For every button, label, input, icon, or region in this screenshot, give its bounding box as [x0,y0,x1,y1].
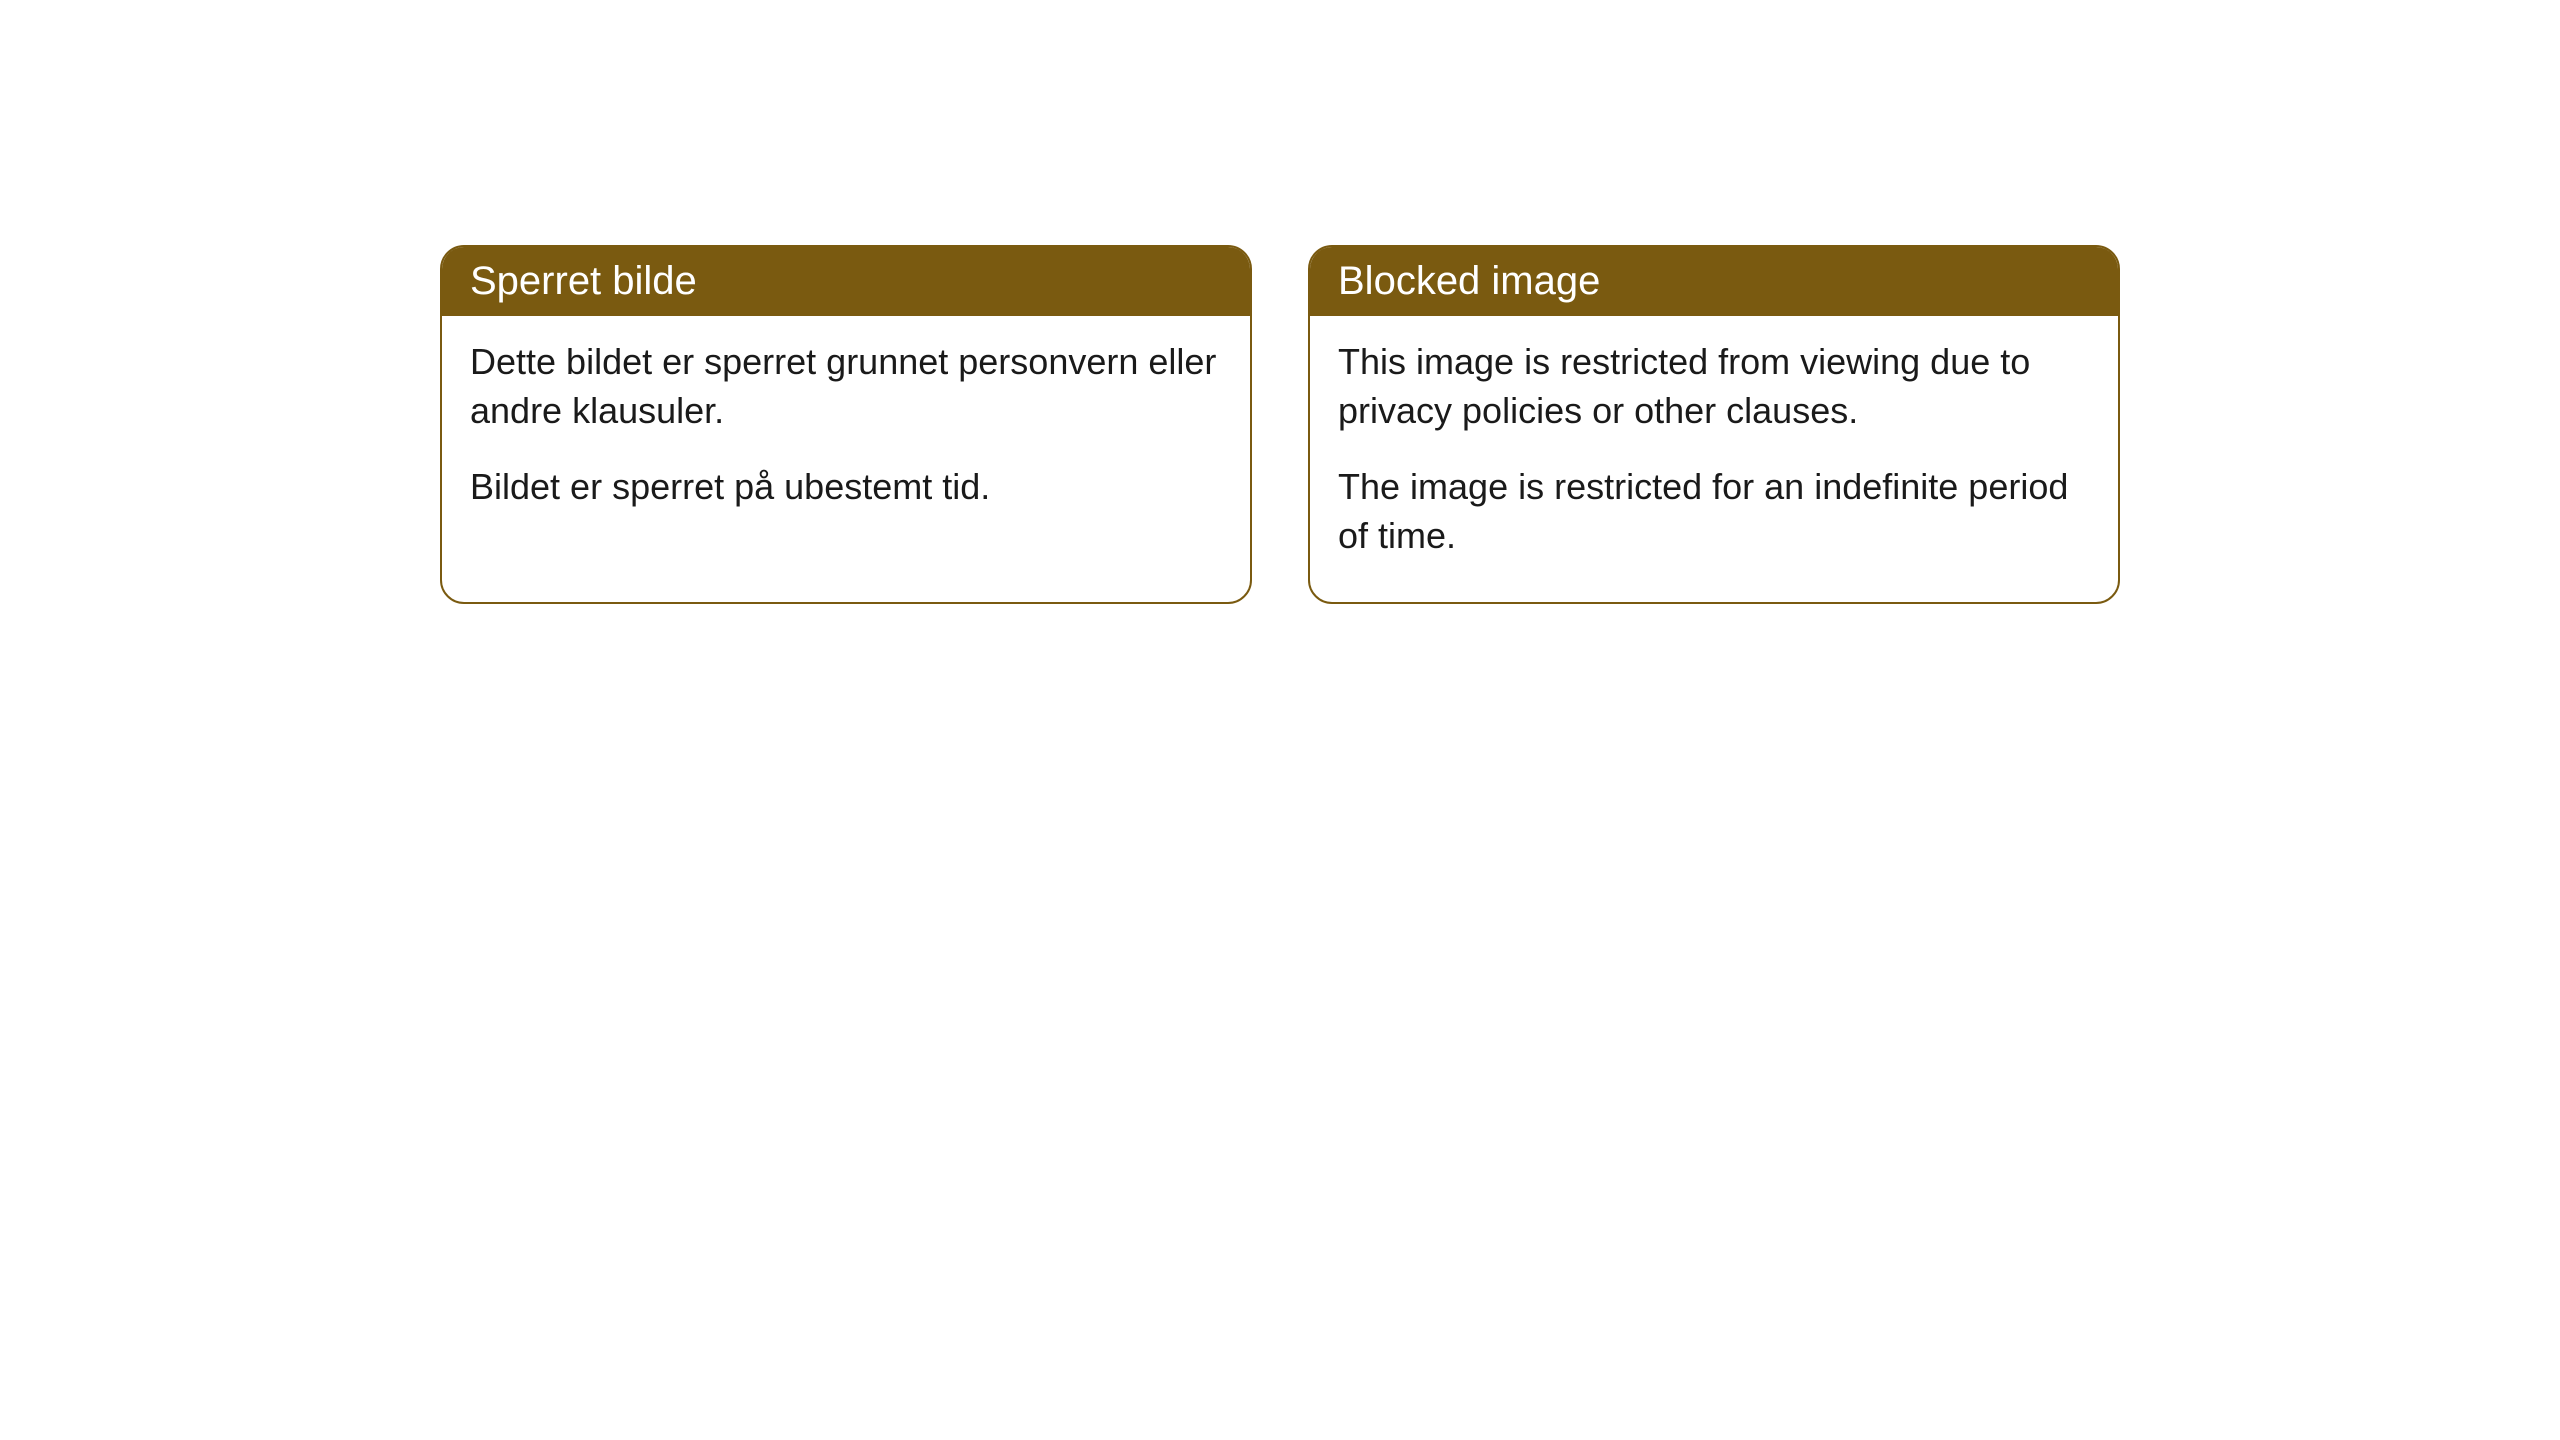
card-body-english: This image is restricted from viewing du… [1310,316,2118,602]
blocked-image-card-norwegian: Sperret bilde Dette bildet er sperret gr… [440,245,1252,604]
card-paragraph-2: The image is restricted for an indefinit… [1338,463,2090,560]
card-title: Sperret bilde [470,259,697,303]
card-title: Blocked image [1338,259,1600,303]
card-paragraph-2: Bildet er sperret på ubestemt tid. [470,463,1222,512]
blocked-image-card-english: Blocked image This image is restricted f… [1308,245,2120,604]
card-body-norwegian: Dette bildet er sperret grunnet personve… [442,316,1250,554]
card-paragraph-1: Dette bildet er sperret grunnet personve… [470,338,1222,435]
card-paragraph-1: This image is restricted from viewing du… [1338,338,2090,435]
card-header-norwegian: Sperret bilde [442,247,1250,316]
card-header-english: Blocked image [1310,247,2118,316]
cards-container: Sperret bilde Dette bildet er sperret gr… [440,245,2120,604]
